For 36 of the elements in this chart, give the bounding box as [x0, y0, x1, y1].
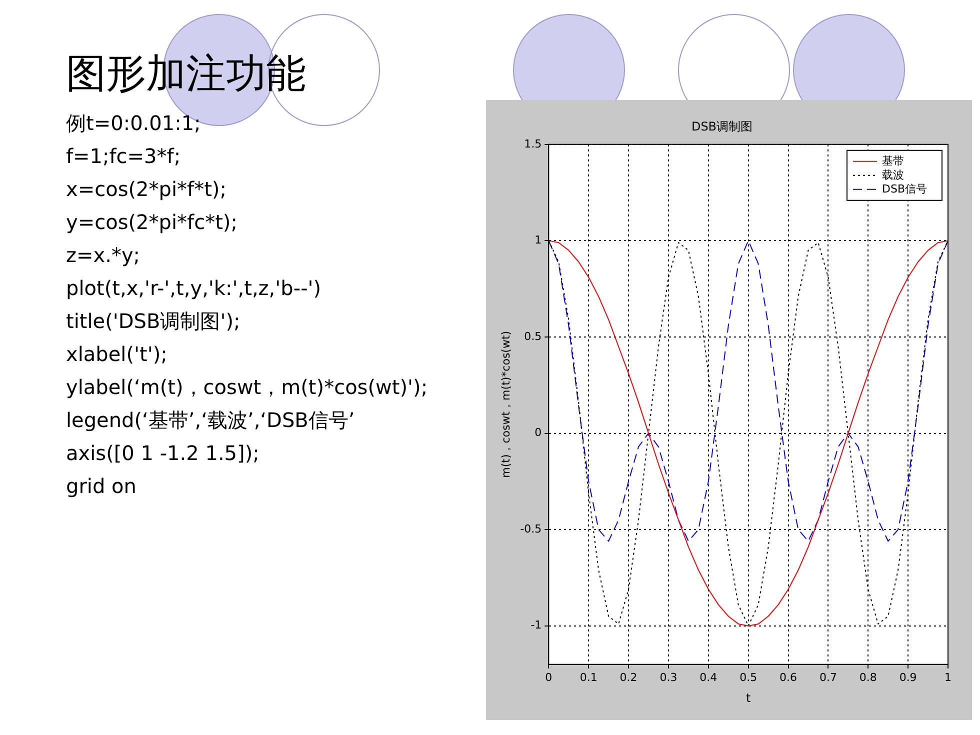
- text: 图形加注功能: [66, 50, 307, 99]
- text: plot(t,x,'r-',t,y,'k:',t,z,'b--'): [66, 275, 322, 302]
- y-tick-label: 1: [534, 234, 542, 247]
- x-tick-label: 0.3: [660, 670, 678, 684]
- y-tick-label: 1.5: [524, 137, 542, 150]
- x-tick-label: 0.9: [899, 670, 917, 684]
- x-tick-label: 0.8: [859, 670, 877, 684]
- text: f=1;fc=3*f;: [66, 143, 182, 170]
- text: legend(‘基带’,‘载波’,‘DSB信号’: [66, 407, 356, 434]
- text: axis([0 1 -1.2 1.5]);: [66, 440, 260, 467]
- text: xlabel('t');: [66, 341, 168, 368]
- y-tick-label: -0.5: [520, 522, 542, 536]
- x-tick-label: 0: [545, 670, 552, 684]
- x-tick-label: 0.2: [620, 670, 638, 684]
- x-tick-label: 0.6: [780, 670, 798, 684]
- text: grid on: [66, 473, 138, 500]
- x-tick-label: 0.4: [700, 670, 718, 684]
- x-tick-label: 0.1: [580, 670, 598, 684]
- y-tick-label: 0.5: [524, 330, 542, 343]
- y-tick-label: -1: [530, 618, 542, 632]
- text: 例t=0:0.01:1;: [66, 110, 202, 137]
- x-tick-label: 0.7: [819, 670, 837, 684]
- text: z=x.*y;: [66, 242, 142, 269]
- text: y=cos(2*pi*fc*t);: [66, 209, 238, 236]
- chart-title: DSB调制图: [691, 119, 753, 134]
- text: ylabel(‘m(t)，coswt，m(t)*cos(wt)');: [66, 374, 429, 401]
- x-tick-label: 1: [944, 670, 952, 684]
- legend-label: DSB信号: [882, 182, 927, 196]
- y-tick-label: 0: [534, 426, 542, 440]
- text: title('DSB调制图');: [66, 308, 242, 335]
- legend-label: 基带: [882, 154, 904, 168]
- legend-label: 载波: [882, 168, 904, 182]
- x-axis-title: t: [746, 690, 751, 705]
- y-axis-title: m(t)，coswt，m(t)*cos(wt): [499, 330, 512, 478]
- x-tick-label: 0.5: [740, 670, 758, 684]
- text: x=cos(2*pi*f*t);: [66, 176, 228, 203]
